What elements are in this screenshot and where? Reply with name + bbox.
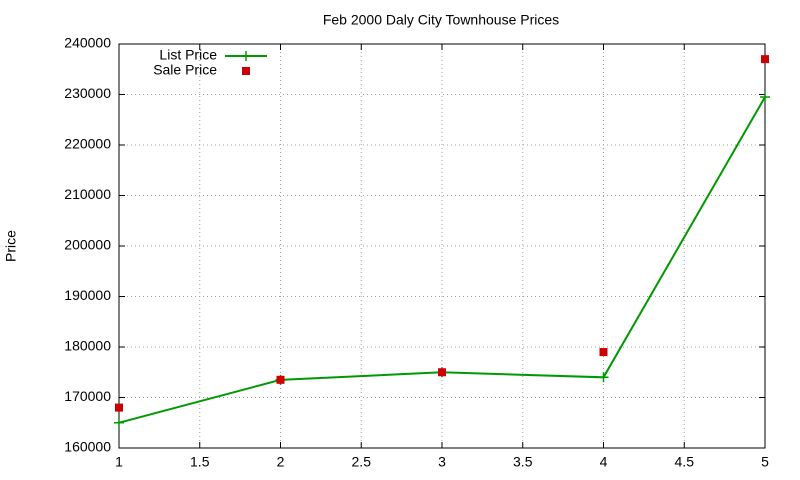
data-point <box>115 403 123 412</box>
x-tick-label: 2 <box>277 454 285 470</box>
y-tick-label: 170000 <box>64 388 111 404</box>
y-tick-label: 240000 <box>64 35 111 51</box>
x-tick-label: 3.5 <box>513 454 533 470</box>
data-point <box>760 92 770 103</box>
legend-swatch <box>242 67 250 75</box>
x-tick-label: 2.5 <box>352 454 372 470</box>
y-tick-label: 180000 <box>64 338 111 354</box>
y-tick-label: 200000 <box>64 237 111 253</box>
plot-border <box>118 43 766 449</box>
y-tick-label: 210000 <box>64 186 111 202</box>
data-point <box>599 348 608 357</box>
data-point <box>276 375 285 384</box>
x-tick-label: 1.5 <box>190 454 210 470</box>
x-tick-label: 1 <box>115 454 123 470</box>
x-tick-label: 3 <box>438 454 446 470</box>
y-tick-label: 160000 <box>64 439 111 455</box>
y-tick-label: 220000 <box>64 136 111 152</box>
x-tick-label: 4.5 <box>675 454 695 470</box>
x-tick-label: 4 <box>600 454 608 470</box>
chart-title: Feb 2000 Daly City Townhouse Prices <box>323 12 559 28</box>
data-point <box>598 372 609 383</box>
legend-swatch <box>241 51 251 61</box>
y-axis-label: Price <box>3 230 19 262</box>
x-tick-label: 5 <box>761 454 769 470</box>
y-tick-label: 230000 <box>64 85 111 101</box>
legend-label: List Price <box>159 47 217 63</box>
data-point <box>761 55 769 64</box>
legend-label: Sale Price <box>153 62 217 78</box>
data-point <box>438 368 446 377</box>
y-tick-label: 190000 <box>64 287 111 303</box>
data-point <box>114 417 124 428</box>
